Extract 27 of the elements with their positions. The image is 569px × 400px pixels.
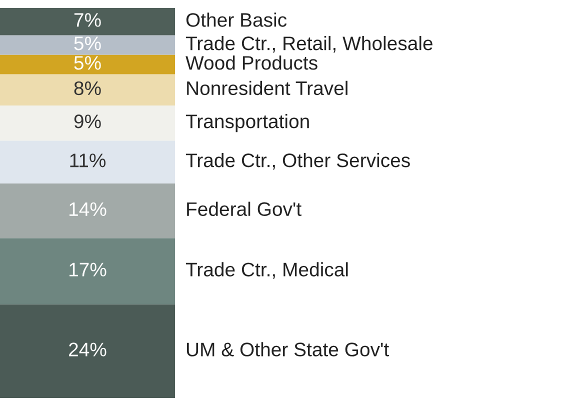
- series-label: Federal Gov't: [187, 202, 302, 216]
- series-label: Transportation: [186, 114, 309, 132]
- data-label: 24%: [69, 342, 106, 356]
- series-label: Nonresident Travel: [187, 80, 348, 96]
- data-label: 9%: [74, 114, 101, 128]
- data-label: 17%: [70, 262, 106, 276]
- series-label: Wood Products: [186, 55, 318, 70]
- series-label: Trade Ctr., Medical: [186, 262, 348, 279]
- bar: [0, 8, 175, 36]
- bar: [0, 35, 175, 55]
- bar: [0, 238, 175, 304]
- data-label: 8%: [74, 81, 101, 96]
- bar: [0, 304, 175, 398]
- data-label: 7%: [74, 13, 101, 27]
- series-label: Trade Ctr., Other Services: [186, 152, 410, 170]
- bar: [0, 106, 175, 141]
- data-label: 11%: [70, 154, 106, 168]
- series-label: Trade Ctr., Retail, Wholesale: [186, 36, 432, 53]
- bar: [0, 184, 175, 238]
- bar: [0, 74, 175, 106]
- data-label: 14%: [70, 202, 106, 216]
- data-label: 5%: [74, 56, 101, 70]
- data-label: 5%: [74, 36, 101, 50]
- bar: [0, 140, 175, 184]
- series-label: UM & Other State Gov't: [187, 342, 389, 356]
- bar: [0, 54, 175, 74]
- series-label: Other Basic: [186, 12, 287, 27]
